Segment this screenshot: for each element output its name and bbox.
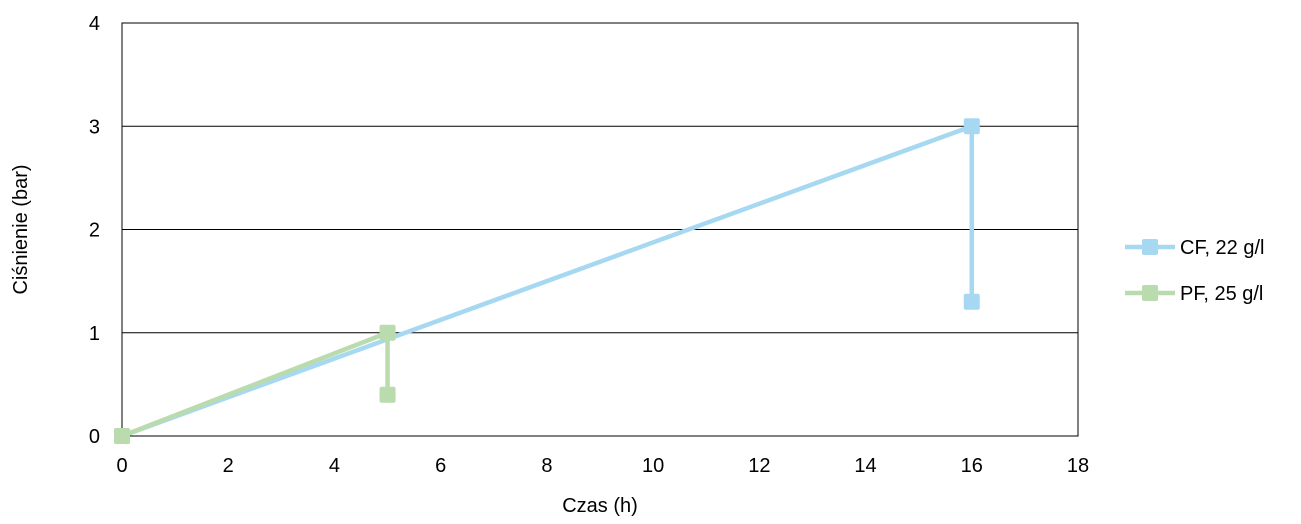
gridlines <box>122 22 1078 437</box>
x-axis-label: Czas (h) <box>562 495 638 517</box>
x-tick-label: 16 <box>961 455 983 477</box>
x-axis-ticks: 0 2 4 6 8 10 12 14 16 18 <box>116 455 1089 477</box>
x-tick-label: 8 <box>541 455 552 477</box>
plot-area-frame <box>121 22 1079 437</box>
x-tick-label: 14 <box>854 455 876 477</box>
series-0 <box>114 118 980 444</box>
legend-marker-swatch <box>1142 239 1158 255</box>
series-1 <box>114 324 396 444</box>
y-tick-label: 3 <box>89 116 100 138</box>
data-point-marker <box>114 428 130 444</box>
x-tick-label: 18 <box>1067 455 1089 477</box>
legend: CF, 22 g/l PF, 25 g/l <box>1125 237 1264 305</box>
series-layer <box>114 118 980 444</box>
legend-label: PF, 25 g/l <box>1180 283 1263 305</box>
x-tick-label: 0 <box>116 455 127 477</box>
y-tick-label: 0 <box>89 426 100 448</box>
series-line <box>121 330 390 439</box>
x-tick-label: 4 <box>329 455 340 477</box>
legend-label: CF, 22 g/l <box>1180 237 1264 259</box>
legend-marker-swatch <box>1142 285 1158 301</box>
x-tick-label: 6 <box>435 455 446 477</box>
data-point-marker <box>379 324 396 341</box>
y-tick-label: 1 <box>89 323 100 345</box>
series-line <box>121 124 975 439</box>
legend-item-0: CF, 22 g/l <box>1125 237 1264 259</box>
y-tick-label: 2 <box>89 220 100 242</box>
x-tick-label: 10 <box>642 455 664 477</box>
y-axis-label: Ciśnienie (bar) <box>10 164 32 294</box>
x-tick-label: 2 <box>223 455 234 477</box>
data-point-marker <box>963 118 980 135</box>
legend-item-1: PF, 25 g/l <box>1125 283 1263 305</box>
y-axis-ticks: 0 1 2 3 4 <box>89 13 100 448</box>
y-tick-label: 4 <box>89 13 100 35</box>
x-tick-label: 12 <box>748 455 770 477</box>
data-point-marker <box>963 293 980 310</box>
data-point-marker <box>379 386 396 403</box>
